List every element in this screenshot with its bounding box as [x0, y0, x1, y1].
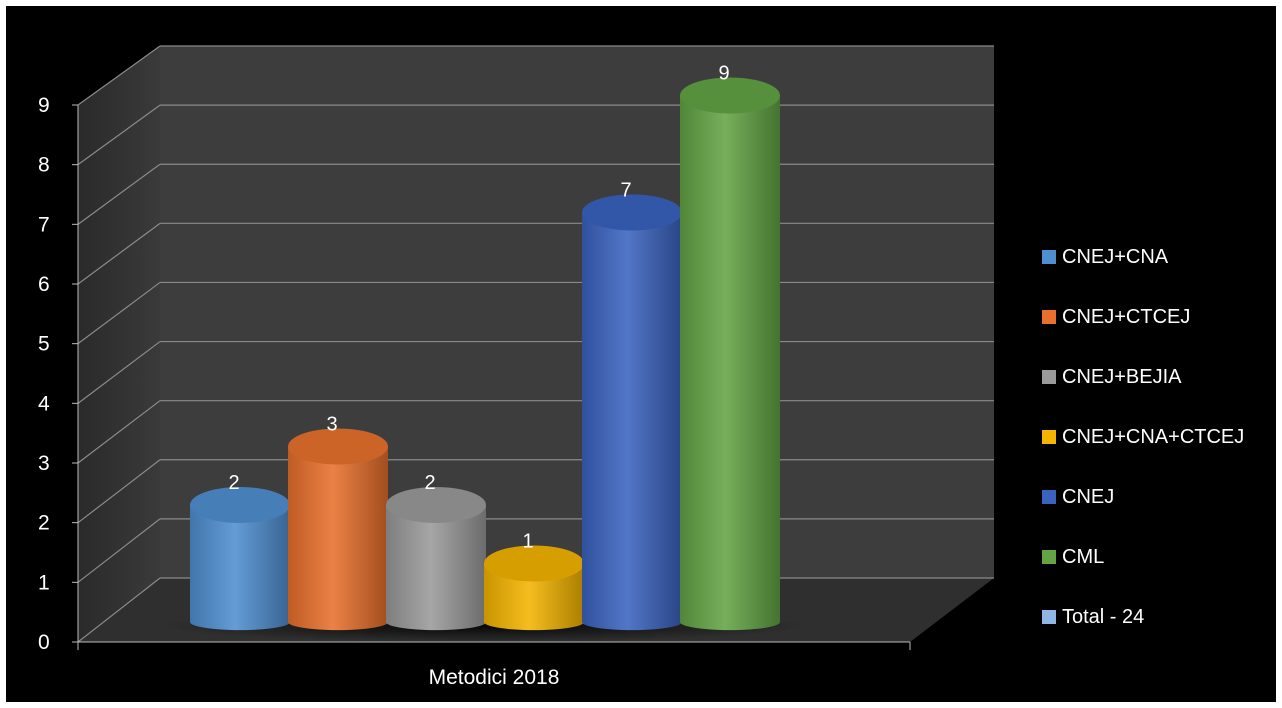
legend-swatch: [1042, 490, 1056, 504]
bar-chart-3d: 0 1 2 3 4 5 6 7 8 9 2 3 2 1 7 9 Metodici 2018: [38, 45, 994, 689]
legend-item: CNEJ+CNA+CTCEJ: [1042, 422, 1244, 452]
chart-frame: 0 1 2 3 4 5 6 7 8 9 2 3 2 1 7 9 Metodici 2018 CNEJ+CNA…: [6, 6, 1276, 702]
data-label: 9: [718, 63, 729, 85]
y-axis: 0 1 2 3 4 5 6 7 8 9: [38, 94, 79, 654]
legend-label: CNEJ+CNA+CTCEJ: [1062, 425, 1245, 448]
gridlines: [77, 45, 994, 643]
legend-label: CML: [1062, 545, 1105, 568]
x-category-label: Metodici 2018: [429, 666, 560, 689]
y-tick-label: 5: [38, 333, 50, 356]
legend-item: CNEJ+BEJIA: [1042, 362, 1181, 392]
data-label: 2: [228, 472, 239, 494]
legend-swatch: [1042, 610, 1056, 624]
bar-top: [484, 545, 584, 582]
y-tick-label: 9: [38, 94, 50, 117]
y-tick-label: 1: [38, 571, 50, 594]
legend-item: CML: [1042, 542, 1104, 572]
legend-swatch: [1042, 310, 1056, 324]
bar-CNEJ+CTCEJ: [288, 428, 388, 631]
legend-swatch: [1042, 550, 1056, 564]
data-labels: 2 3 2 1 7 9: [228, 63, 729, 553]
bar-top: [386, 487, 486, 523]
legend-item: Total - 24: [1042, 602, 1144, 632]
legend-label: CNEJ+CNA: [1062, 245, 1169, 268]
bar-top: [582, 194, 682, 231]
side-wall: [78, 46, 160, 642]
gridline-side: [77, 163, 161, 225]
bar-top: [680, 77, 780, 114]
legend-item: CNEJ+CNA: [1042, 242, 1168, 272]
gridline-side: [77, 104, 161, 166]
gridline-side: [77, 577, 161, 643]
data-label: 2: [424, 472, 435, 494]
legend-swatch: [1042, 430, 1056, 444]
gridline-side: [77, 459, 161, 524]
bar-CML: [680, 77, 780, 631]
y-tick-label: 3: [38, 452, 50, 475]
y-tick-label: 0: [38, 631, 50, 654]
gridline-side: [77, 45, 161, 106]
data-label: 1: [522, 531, 533, 553]
legend-label: Total - 24: [1062, 605, 1145, 628]
bar-body: [680, 95, 780, 631]
gridline-side: [77, 518, 161, 583]
x-axis: Metodici 2018: [77, 641, 911, 689]
gridline-side: [77, 400, 161, 464]
bar-CNEJ: [582, 194, 682, 631]
y-tick-label: 4: [38, 392, 50, 415]
bar-top: [288, 428, 388, 465]
legend-swatch: [1042, 250, 1056, 264]
legend-label: CNEJ: [1062, 485, 1115, 508]
bar-body: [189, 505, 290, 631]
y-tick-label: 2: [38, 512, 50, 535]
bar-top: [190, 487, 290, 523]
bar-CNEJ+BEJIA: [386, 487, 486, 631]
bar-body: [386, 505, 486, 631]
y-tick-label: 7: [38, 213, 50, 236]
legend-item: CNEJ: [1042, 482, 1114, 512]
y-tick-label: 8: [38, 154, 50, 177]
bars: [160, 77, 808, 642]
bar-CNEJ+CNA+CTCEJ: [484, 545, 584, 631]
data-label: 3: [326, 414, 337, 436]
legend-item: CNEJ+CTCEJ: [1042, 302, 1190, 332]
data-label: 7: [620, 180, 631, 202]
gridline-side: [77, 341, 161, 404]
bar-CNEJ+CNA: [189, 487, 290, 631]
y-tick-label: 6: [38, 273, 50, 296]
bar-body: [582, 212, 682, 631]
bar-body: [484, 563, 584, 631]
legend-label: CNEJ+CTCEJ: [1062, 305, 1191, 328]
legend-swatch: [1042, 370, 1056, 384]
bar-body: [288, 446, 388, 631]
legend-label: CNEJ+BEJIA: [1062, 365, 1182, 388]
gridline-side: [77, 222, 161, 285]
gridline-side: [77, 281, 161, 345]
